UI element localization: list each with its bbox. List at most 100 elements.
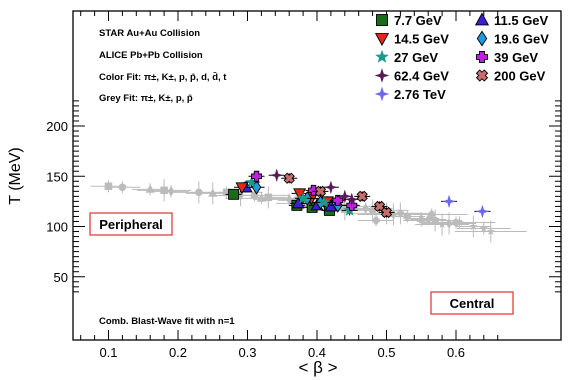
peripheral-label: Peripheral <box>99 217 163 232</box>
point-200-gev <box>281 172 298 184</box>
point-200-gev <box>378 206 395 219</box>
x-tick-label: 0.4 <box>308 345 326 360</box>
grey-marker <box>486 227 495 235</box>
grey-point <box>104 181 141 194</box>
marker-200-gev <box>356 190 368 203</box>
point-2-76-tev <box>441 194 458 209</box>
legend-label-39-gev: 39 GeV <box>494 50 538 65</box>
x-tick-label: 0.2 <box>169 345 187 360</box>
marker-200-gev <box>373 200 386 213</box>
point-2-76-tev <box>474 204 491 219</box>
grey-point <box>132 183 169 196</box>
point-200-gev <box>371 200 388 213</box>
legend-label-62-4-gev: 62.4 GeV <box>394 69 449 84</box>
legend-marker-2-76-tev <box>374 86 390 102</box>
y-tick-label: 200 <box>46 119 68 134</box>
marker-27-gev <box>296 191 310 204</box>
marker-2-76-tev <box>442 194 456 209</box>
marker-27-gev <box>245 175 258 188</box>
marker-7-7-gev <box>228 188 240 200</box>
grey-marker <box>396 209 405 218</box>
grey-marker <box>145 184 155 193</box>
grey-marker <box>417 216 426 224</box>
grey-marker <box>362 203 369 214</box>
legend-item-62-4-gev: 62.4 GeV <box>374 68 449 84</box>
point-39-gev <box>248 170 265 182</box>
point-200-gev <box>354 190 371 203</box>
legend-item-19-6-gev: 19.6 GeV <box>476 30 549 47</box>
legend-marker-19-6-gev <box>476 30 488 47</box>
axes: 0.1 0.2 0.3 0.4 0.5 0.6 50 100 150 200 <box>46 11 561 360</box>
point-200-gev <box>312 185 329 197</box>
grey-point <box>395 208 468 221</box>
grey-point <box>456 222 511 235</box>
legend-label-19-6-gev: 19.6 GeV <box>494 32 549 47</box>
legend-marker-11-5-gev <box>474 12 490 26</box>
legend-marker-14-5-gev <box>374 33 390 47</box>
marker-11-5-gev <box>291 196 305 209</box>
grey-point <box>358 214 395 227</box>
point-62-4-gev <box>268 168 285 182</box>
peripheral-box: Peripheral <box>89 212 173 236</box>
grey-marker <box>160 186 168 195</box>
legend-item-11-5-gev: 11.5 GeV <box>474 12 549 28</box>
grey-point <box>171 181 226 204</box>
y-tick-label: 100 <box>46 220 68 235</box>
grey-marker <box>427 210 436 219</box>
grey-fit-label: Grey Fit: π±, K±, p, p̄ <box>99 93 193 104</box>
x-tick-label: 0.1 <box>99 345 117 360</box>
grey-marker <box>469 222 478 230</box>
legend-item-27-gev: 27 GeV <box>375 49 438 65</box>
x-axis-label: < β > <box>298 358 337 377</box>
grey-marker <box>195 188 203 197</box>
legend-item-2-76-tev: 2.76 TeV <box>374 86 446 102</box>
alice-label: ALICE Pb+Pb Collision <box>99 50 203 61</box>
legend-marker-7-7-gev <box>376 14 388 26</box>
grey-point <box>454 220 527 243</box>
grey-point <box>137 179 192 202</box>
grey-marker <box>438 220 447 228</box>
y-tick-label: 50 <box>54 270 68 285</box>
marker-200-gev <box>380 206 393 219</box>
marker-200-gev <box>283 172 295 184</box>
annotation-block: STAR Au+Au Collision ALICE Pb+Pb Collisi… <box>99 28 235 327</box>
marker-39-gev <box>332 194 344 206</box>
grey-marker <box>264 193 273 202</box>
legend-marker-39-gev <box>476 51 488 63</box>
marker-62-4-gev <box>269 168 284 182</box>
point-39-gev <box>329 194 346 206</box>
legend-label-11-5-gev: 11.5 GeV <box>494 13 549 28</box>
legend-marker-200-gev <box>475 69 489 82</box>
point-27-gev <box>295 191 312 204</box>
grey-marker <box>167 186 175 197</box>
marker-39-gev <box>251 170 262 182</box>
y-axis-label: T (MeV) <box>7 147 24 204</box>
legend-label-7-7-gev: 7.7 GeV <box>394 13 442 28</box>
marker-14-5-gev <box>235 182 249 195</box>
marker-62-4-gev <box>324 180 338 195</box>
point-7-7-gev <box>225 188 242 200</box>
legend-item-39-gev: 39 GeV <box>476 50 538 65</box>
legend-marker-62-4-gev <box>374 68 390 83</box>
legend-marker-27-gev <box>375 49 389 63</box>
x-tick-label: 0.6 <box>447 345 465 360</box>
grey-point <box>455 215 492 238</box>
grey-marker <box>455 218 464 226</box>
blast-wave-label: Comb. Blast-Wave fit with n=1 <box>99 316 235 327</box>
point-11-5-gev <box>290 196 307 209</box>
color-fit-label: Color Fit: π±, K±, p, p̄, d, d̄, t <box>99 72 227 83</box>
marker-62-4-gev <box>345 192 359 207</box>
point-62-4-gev <box>343 192 360 207</box>
marker-2-76-tev <box>475 204 490 219</box>
star-label: STAR Au+Au Collision <box>99 28 200 39</box>
point-62-4-gev <box>322 180 339 195</box>
legend-label-27-gev: 27 GeV <box>394 50 438 65</box>
central-label: Central <box>450 296 495 311</box>
point-14-5-gev <box>233 182 250 195</box>
y-tick-label: 150 <box>46 169 68 184</box>
grey-point <box>153 185 190 198</box>
grey-marker <box>285 194 293 205</box>
grey-marker <box>372 216 380 225</box>
marker-39-gev <box>308 184 319 196</box>
